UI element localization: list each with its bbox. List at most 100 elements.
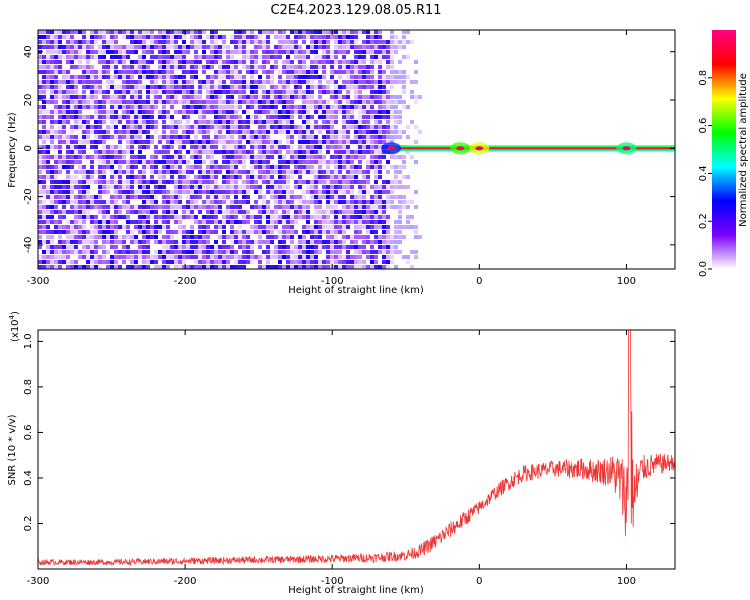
- heatmap-cell: [282, 180, 286, 184]
- heatmap-cell: [258, 30, 262, 34]
- heatmap-cell: [246, 230, 250, 234]
- heatmap-cell: [386, 110, 390, 114]
- heatmap-cell: [346, 245, 350, 249]
- heatmap-cell: [146, 145, 150, 149]
- heatmap-cell: [114, 130, 118, 134]
- heatmap-cell: [214, 150, 218, 154]
- heatmap-cell: [50, 55, 54, 59]
- heatmap-cell: [254, 145, 258, 149]
- heatmap-cell: [150, 115, 154, 119]
- heatmap-cell: [294, 255, 298, 259]
- heatmap-cell: [402, 35, 406, 39]
- heatmap-cell: [342, 65, 346, 69]
- snr-scale-suffix: ): [10, 311, 21, 315]
- heatmap-cell: [42, 65, 46, 69]
- heatmap-cell: [126, 145, 130, 149]
- heatmap-cell: [62, 200, 66, 204]
- heatmap-cell: [234, 120, 238, 124]
- heatmap-cell: [306, 225, 310, 229]
- heatmap-cell: [306, 120, 310, 124]
- heatmap-cell: [106, 200, 110, 204]
- heatmap-cell: [322, 125, 326, 129]
- heatmap-cell: [74, 205, 78, 209]
- heatmap-cell: [98, 190, 102, 194]
- heatmap-cell: [362, 65, 366, 69]
- heatmap-cell: [318, 225, 322, 229]
- heatmap-cell: [170, 235, 174, 239]
- heatmap-cell: [322, 220, 326, 224]
- heatmap-cell: [38, 40, 42, 44]
- heatmap-cell: [394, 195, 398, 199]
- heatmap-cell: [310, 190, 314, 194]
- heatmap-cell: [134, 90, 138, 94]
- heatmap-cell: [126, 150, 130, 154]
- heatmap-cell: [226, 185, 230, 189]
- heatmap-cell: [126, 185, 130, 189]
- heatmap-cell: [326, 245, 330, 249]
- heatmap-cell: [90, 65, 94, 69]
- heatmap-cell: [50, 250, 54, 254]
- heatmap-cell: [234, 250, 238, 254]
- heatmap-cell: [398, 120, 402, 124]
- heatmap-cell: [182, 85, 186, 89]
- heatmap-cell: [182, 100, 186, 104]
- heatmap-cell: [122, 205, 126, 209]
- heatmap-cell: [218, 235, 222, 239]
- heatmap-cell: [354, 120, 358, 124]
- heatmap-cell: [62, 160, 66, 164]
- heatmap-cell: [290, 255, 294, 259]
- heatmap-cell: [122, 150, 126, 154]
- heatmap-cell: [178, 140, 182, 144]
- heatmap-cell: [198, 210, 202, 214]
- heatmap-cell: [242, 160, 246, 164]
- heatmap-cell: [322, 140, 326, 144]
- heatmap-cell: [150, 230, 154, 234]
- heatmap-cell: [186, 120, 190, 124]
- heatmap-cell: [406, 105, 410, 109]
- heatmap-cell: [78, 50, 82, 54]
- heatmap-cell: [362, 150, 366, 154]
- snr-plot-area: [38, 330, 675, 567]
- heatmap-cell: [46, 115, 50, 119]
- heatmap-cell: [370, 240, 374, 244]
- heatmap-cell: [254, 180, 258, 184]
- heatmap-cell: [142, 260, 146, 264]
- heatmap-cell: [142, 30, 146, 34]
- heatmap-cell: [166, 160, 170, 164]
- heatmap-cell: [50, 210, 54, 214]
- heatmap-cell: [282, 105, 286, 109]
- heatmap-cell: [198, 240, 202, 244]
- heatmap-cell: [170, 130, 174, 134]
- heatmap-cell: [170, 145, 174, 149]
- heatmap-cell: [66, 255, 70, 259]
- heatmap-cell: [366, 140, 370, 144]
- heatmap-cell: [122, 235, 126, 239]
- heatmap-cell: [390, 135, 394, 139]
- heatmap-cell: [222, 75, 226, 79]
- heatmap-cell: [358, 130, 362, 134]
- heatmap-cell: [346, 135, 350, 139]
- heatmap-cell: [338, 135, 342, 139]
- heatmap-cell: [170, 155, 174, 159]
- heatmap-cell: [254, 215, 258, 219]
- heatmap-cell: [222, 120, 226, 124]
- heatmap-cell: [186, 205, 190, 209]
- heatmap-cell: [394, 45, 398, 49]
- heatmap-cell: [170, 190, 174, 194]
- heatmap-cell: [330, 200, 334, 204]
- heatmap-cell: [242, 200, 246, 204]
- heatmap-cell: [254, 240, 258, 244]
- heatmap-cell: [286, 35, 290, 39]
- heatmap-cell: [294, 80, 298, 84]
- heatmap-cell: [266, 245, 270, 249]
- heatmap-cell: [358, 260, 362, 264]
- heatmap-cell: [298, 55, 302, 59]
- heatmap-cell: [126, 215, 130, 219]
- heatmap-cell: [254, 120, 258, 124]
- heatmap-cell: [246, 100, 250, 104]
- heatmap-cell: [258, 140, 262, 144]
- heatmap-cell: [130, 265, 134, 269]
- heatmap-cell: [274, 60, 278, 64]
- heatmap-cell: [90, 235, 94, 239]
- heatmap-cell: [306, 155, 310, 159]
